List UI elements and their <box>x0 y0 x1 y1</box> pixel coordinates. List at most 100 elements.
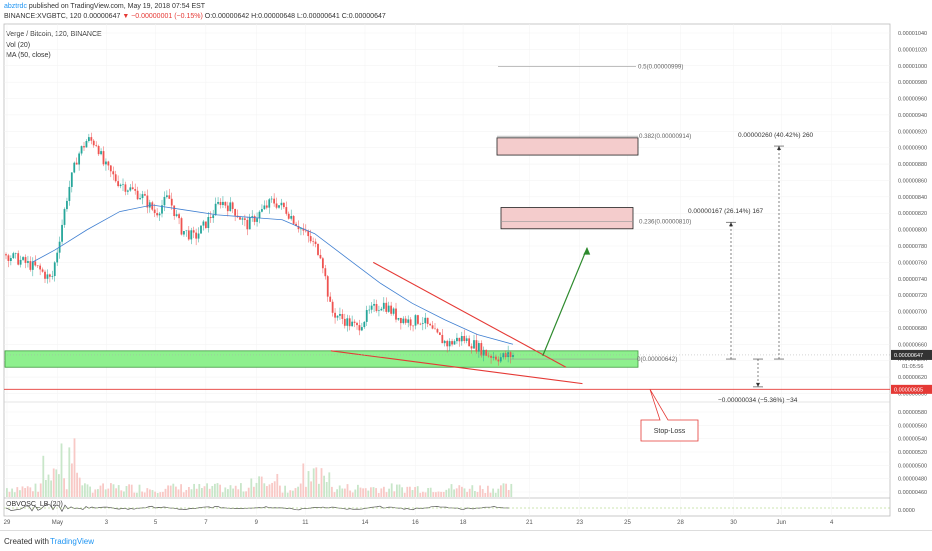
volume-bar <box>341 488 344 497</box>
time-axis[interactable]: 29 May 3 5 7 9 11 14 16 18 21 23 25 28 30 Jun 4 <box>4 520 834 526</box>
candle-body <box>200 225 202 234</box>
candle-body <box>375 303 378 311</box>
y-tick-label: 0.00000520 <box>898 450 927 456</box>
candle-body <box>356 322 358 326</box>
price-chart[interactable]: 0.5(0.00000999) 0.382(0.00000914) 0.236(0.… <box>0 0 932 530</box>
volume-bar <box>169 485 172 497</box>
drawings: 0.5(0.00000999) 0.382(0.00000914) 0.236(0.… <box>4 64 890 442</box>
candle-body <box>34 261 37 266</box>
candle-body <box>19 259 22 265</box>
y-tick-label: 0.00000660 <box>898 342 927 348</box>
candle-body <box>53 262 56 277</box>
volume-bar <box>58 474 60 497</box>
candle-body <box>300 228 302 230</box>
volume-bar <box>185 489 188 497</box>
volume-bar <box>429 487 432 497</box>
y-tick-label: 0.00000860 <box>898 178 927 184</box>
volume-bar <box>234 485 237 497</box>
candle-body <box>187 230 190 240</box>
x-tick-label: 11 <box>302 520 309 526</box>
candle-body <box>317 243 319 255</box>
candle-body <box>97 146 100 155</box>
candle-body <box>399 317 402 324</box>
candle-body <box>156 213 159 216</box>
ma-legend[interactable]: MA (50, close) <box>6 52 51 59</box>
candle-body <box>234 209 237 216</box>
candle-body <box>119 184 122 187</box>
current-price-label: 0.00000647 <box>894 353 923 359</box>
volume-bar <box>260 476 263 497</box>
tradingview-logo[interactable]: TradingView <box>50 537 95 546</box>
candle-body <box>304 230 307 232</box>
volume-bar <box>50 480 52 497</box>
candle-body <box>475 340 478 352</box>
y-tick-label: 0.00001040 <box>898 31 927 37</box>
candle-body <box>331 301 334 313</box>
candle-body <box>246 219 249 230</box>
volume-bar <box>442 491 445 497</box>
fib-level-label: 0(0.00000642) <box>637 356 677 363</box>
candle-body <box>346 318 349 326</box>
candle-body <box>324 268 327 277</box>
volume-bar <box>255 482 258 497</box>
volume-bar <box>273 481 276 497</box>
candle-body <box>204 221 207 228</box>
volume-bar <box>138 484 141 497</box>
volume-bar <box>487 485 489 497</box>
volume-bar <box>375 488 377 497</box>
candle-body <box>270 198 273 200</box>
volume-bar <box>63 478 65 497</box>
volume-bar <box>91 492 94 497</box>
volume-bar <box>219 484 221 497</box>
volume-bar <box>383 486 385 497</box>
candle-body <box>434 328 436 330</box>
volume-bar <box>112 484 115 497</box>
candle-body <box>314 241 317 244</box>
candle-body <box>68 186 71 201</box>
target-box <box>496 137 639 156</box>
price-axis[interactable]: 0.00001040 0.00001020 0.00001000 0.00000980… <box>891 31 932 514</box>
countdown-bg <box>891 360 932 370</box>
publish-info: published on TradingView.com, May 19, 20… <box>26 3 206 10</box>
oscillator-legend[interactable]: OBVOSC_LB (20) <box>6 501 63 508</box>
candle-body <box>48 274 51 277</box>
volume-bar <box>13 492 16 497</box>
candle-body <box>368 309 371 311</box>
x-tick-label: 3 <box>105 520 109 526</box>
candle-body <box>339 314 341 316</box>
volume-bar <box>297 486 299 497</box>
candle-body <box>348 318 351 327</box>
candle-body <box>107 161 110 166</box>
volume-bar <box>104 489 107 497</box>
volume-bar <box>123 491 125 497</box>
volume-bar <box>117 485 120 497</box>
volume-bar <box>227 489 229 497</box>
candle-body <box>287 213 290 219</box>
y-tick-label: 0.00000620 <box>898 375 927 381</box>
candle-body <box>414 315 417 326</box>
x-tick-label: Jun <box>776 520 786 526</box>
candle-body <box>419 323 422 325</box>
last-price: 0.00000647 <box>83 13 121 20</box>
volume-bar <box>34 483 37 497</box>
candle-body <box>378 310 380 311</box>
volume-bar <box>416 486 419 497</box>
wedge-line <box>372 261 567 368</box>
candle-body <box>495 356 497 360</box>
candle-body <box>226 205 229 212</box>
candle-body <box>499 357 502 362</box>
volume-legend[interactable]: Vol (20) <box>6 42 31 49</box>
candle-body <box>239 217 241 220</box>
candle-body <box>460 336 463 342</box>
volume-bar <box>29 487 32 497</box>
candle-body <box>397 317 400 320</box>
candle-body <box>168 195 171 199</box>
author-link[interactable]: abztrdc <box>4 3 27 10</box>
candle-body <box>165 195 168 197</box>
volume-bar <box>250 478 253 497</box>
candle-body <box>265 205 268 208</box>
candle-body <box>22 257 24 260</box>
wedge-line <box>330 350 583 385</box>
volume-bar <box>182 492 185 497</box>
candle-body <box>285 207 288 214</box>
